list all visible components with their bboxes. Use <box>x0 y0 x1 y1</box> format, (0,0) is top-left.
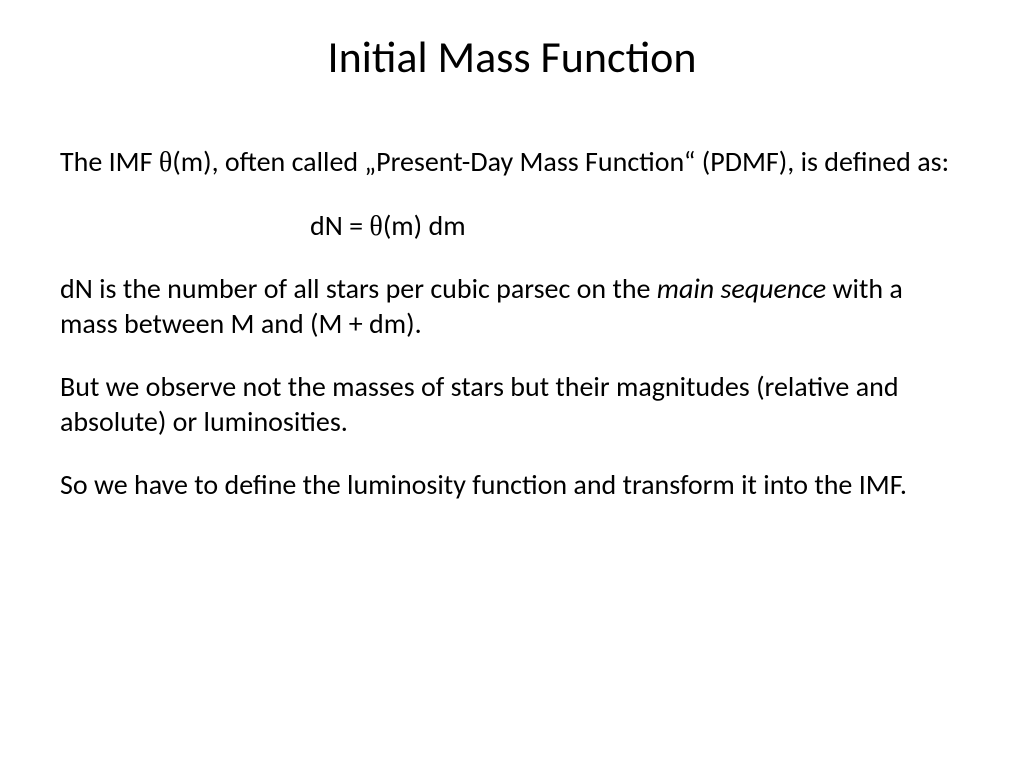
text-segment: dN is the number of all stars per cubic … <box>60 271 657 306</box>
text-segment: The IMF <box>60 144 159 179</box>
theta-symbol: θ <box>159 147 172 178</box>
paragraph-observation: But we observe not the masses of stars b… <box>60 369 964 439</box>
paragraph-definition: The IMF θ(m), often called „Present-Day … <box>60 144 964 180</box>
equation-segment: dN = <box>310 208 369 243</box>
equation-segment: (m) dm <box>383 208 466 243</box>
paragraph-conclusion: So we have to define the luminosity func… <box>60 467 964 502</box>
text-segment: (m), often called „Present-Day Mass Func… <box>172 144 949 179</box>
theta-symbol: θ <box>369 211 382 242</box>
equation: dN = θ(m) dm <box>60 208 964 243</box>
slide-title: Initial Mass Function <box>60 30 964 84</box>
italic-text: main sequence <box>657 271 826 306</box>
paragraph-dn-explanation: dN is the number of all stars per cubic … <box>60 271 964 341</box>
